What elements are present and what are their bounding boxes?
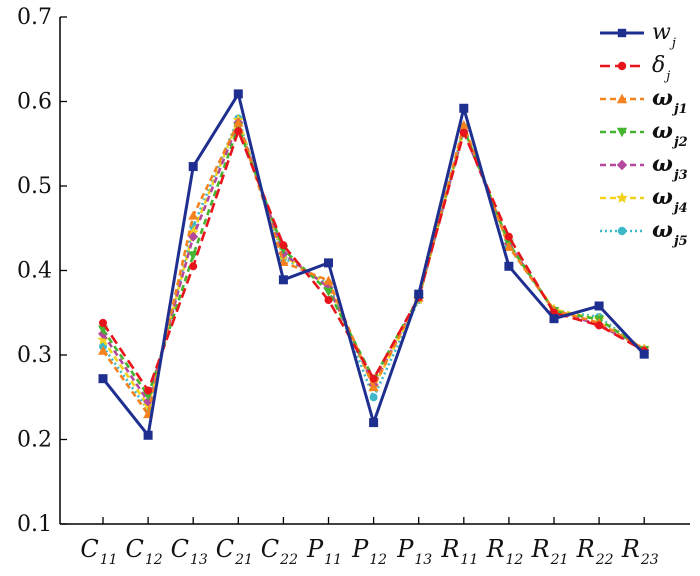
- data-point-2: [233, 117, 244, 127]
- data-point-1: [234, 127, 243, 136]
- legend-marker: [617, 28, 627, 38]
- data-point-0: [414, 289, 424, 299]
- y-tick-label: 0.7: [17, 5, 52, 30]
- x-tick-label: C21: [216, 535, 253, 568]
- data-point-2: [98, 345, 108, 355]
- data-point-0: [594, 301, 604, 311]
- data-point-0: [549, 314, 559, 324]
- x-tick-label: R11: [440, 535, 478, 568]
- data-point-0: [143, 430, 153, 440]
- y-tick-label: 0.3: [17, 343, 52, 368]
- x-tick-label: R23: [621, 535, 659, 568]
- data-point-1: [144, 386, 153, 395]
- data-point-1: [595, 321, 604, 330]
- data-point-6: [369, 393, 378, 402]
- legend-marker: [617, 226, 627, 236]
- data-point-0: [98, 374, 108, 384]
- data-point-0: [233, 89, 243, 99]
- x-tick-label: P12: [351, 535, 387, 568]
- y-tick-label: 0.5: [17, 174, 52, 199]
- x-tick-label: C22: [261, 535, 298, 568]
- data-point-0: [324, 258, 333, 268]
- x-tick-label: C11: [80, 535, 117, 568]
- series-line-5: [101, 118, 645, 408]
- data-point-1: [369, 374, 378, 383]
- data-point-1: [459, 128, 468, 137]
- data-point-2: [188, 210, 199, 220]
- data-point-1: [279, 241, 288, 250]
- series-line-4: [101, 121, 645, 403]
- legend-label: δj: [652, 53, 670, 84]
- legend-marker: [616, 93, 628, 104]
- data-point-1: [99, 318, 107, 327]
- legend-label: ωj4: [652, 184, 688, 216]
- data-point-3: [188, 251, 199, 261]
- legend-label: wj: [652, 20, 676, 51]
- x-tick-label: C12: [125, 535, 162, 568]
- legend-label: ωj5: [652, 217, 688, 249]
- legend-marker: [616, 159, 628, 171]
- y-tick-label: 0.2: [17, 428, 52, 453]
- y-tick-label: 0.6: [17, 90, 52, 115]
- data-point-2: [503, 241, 514, 251]
- data-point-3: [323, 287, 334, 297]
- data-point-3: [143, 391, 154, 401]
- legend-label: ωj2: [652, 118, 688, 150]
- x-tick-label: P13: [396, 535, 432, 568]
- data-point-0: [188, 162, 198, 172]
- data-point-5: [97, 333, 109, 345]
- x-tick-label: P11: [306, 535, 342, 568]
- y-tick-label: 0.1: [17, 512, 52, 537]
- data-point-2: [458, 120, 469, 130]
- data-point-2: [368, 382, 379, 392]
- data-point-0: [278, 275, 288, 285]
- legend-marker: [616, 191, 628, 203]
- data-point-1: [324, 296, 333, 305]
- legend-label: ωj3: [652, 151, 688, 183]
- data-point-0: [639, 349, 649, 359]
- data-point-1: [189, 262, 198, 271]
- x-tick-label: R12: [485, 535, 523, 568]
- legend-marker: [617, 61, 627, 71]
- legend-label: ωj1: [652, 85, 688, 117]
- data-point-4: [188, 231, 199, 242]
- data-point-0: [369, 418, 379, 428]
- x-tick-label: R21: [531, 535, 569, 568]
- data-point-0: [459, 103, 469, 113]
- x-tick-label: R22: [576, 535, 614, 568]
- x-tick-label: C13: [171, 535, 208, 568]
- y-tick-label: 0.4: [17, 259, 52, 284]
- legend-marker: [616, 127, 628, 138]
- data-point-2: [323, 275, 334, 285]
- data-point-1: [504, 232, 513, 241]
- data-point-0: [504, 261, 514, 271]
